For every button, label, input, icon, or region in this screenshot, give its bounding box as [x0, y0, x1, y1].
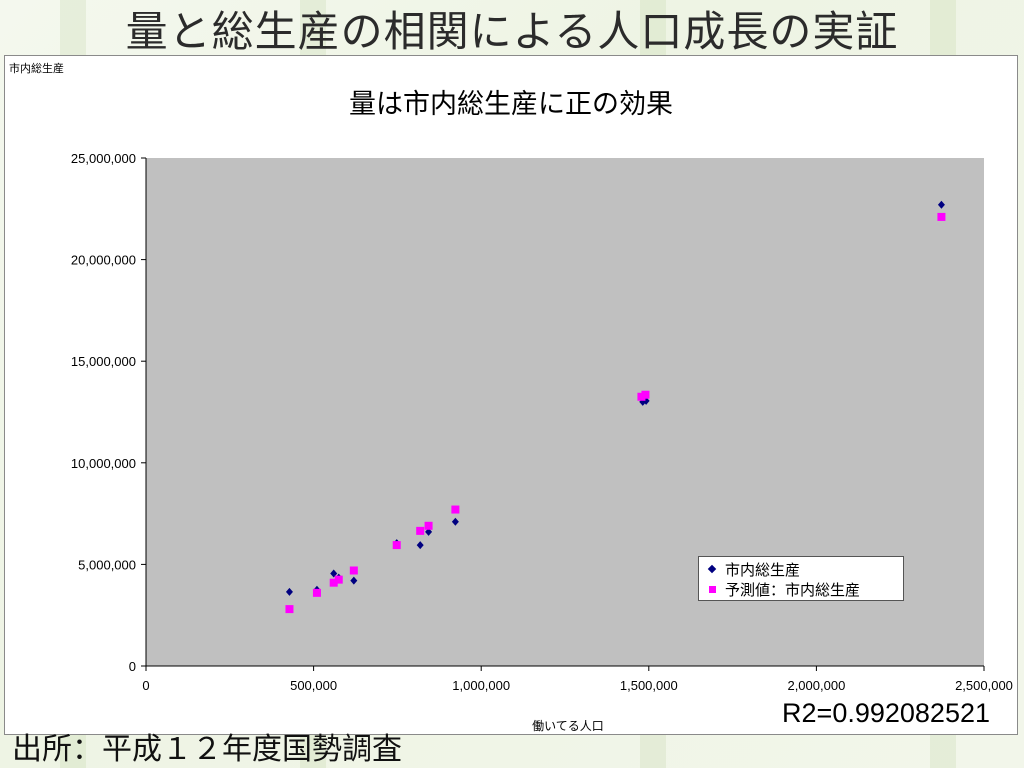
y-tick-label: 20,000,000 [71, 253, 136, 268]
scatter-chart: 0 500,000 1,000,000 1,500,000 2,000,000 2,500… [71, 151, 1013, 733]
legend-item: 市内総生産 [705, 559, 897, 579]
x-tick-label: 1,000,000 [452, 678, 510, 693]
square-marker-icon [705, 585, 719, 593]
data-point-diamond [425, 527, 433, 536]
diamond-marker-icon [705, 564, 719, 574]
chart-legend: 市内総生産 予測値：市内総生産 [698, 556, 904, 601]
legend-label: 市内総生産 [725, 560, 801, 579]
data-point-square [416, 526, 425, 535]
slide-title: 量と総生産の相関による人口成長の実証 [125, 7, 899, 56]
y-tick-label: 15,000,000 [71, 354, 136, 369]
x-tick-label: 2,500,000 [955, 678, 1013, 693]
x-tick-label: 500,000 [290, 678, 337, 693]
data-point-square [285, 605, 294, 614]
data-point-square [937, 212, 946, 221]
data-point-square [424, 521, 433, 530]
y-tick-label: 5,000,000 [78, 557, 136, 572]
data-point-square [334, 575, 343, 584]
y-tick-label: 25,000,000 [71, 151, 136, 166]
x-axis-label: 働いてる人口 [532, 719, 604, 733]
r-squared-value: R2=0.992082521 [782, 698, 990, 728]
data-point-diamond [285, 587, 293, 596]
x-tick-label: 2,000,000 [787, 678, 845, 693]
y-tick-label: 0 [129, 659, 136, 674]
data-point-square [641, 390, 650, 399]
legend-item: 予測値：市内総生産 [705, 579, 897, 599]
data-point-diamond [451, 517, 459, 526]
data-point-square [392, 541, 401, 550]
chart-title: 量は市内総生産に正の効果 [349, 89, 673, 120]
legend-label: 予測値：市内総生産 [725, 580, 861, 599]
data-point-square [312, 588, 321, 597]
data-point-square [349, 566, 358, 575]
y-tick-label: 10,000,000 [71, 456, 136, 471]
x-tick-label: 1,500,000 [620, 678, 678, 693]
source-note: 出所：平成１２年度国勢調査 [12, 732, 402, 767]
data-point-diamond [937, 200, 945, 209]
data-point-square [451, 505, 460, 514]
data-point-diamond [350, 576, 358, 585]
data-point-square [329, 578, 338, 587]
data-point-diamond [330, 569, 338, 578]
data-point-diamond [416, 541, 424, 550]
y-axis-label: 市内総生産 [9, 62, 64, 75]
x-tick-label: 0 [142, 678, 149, 693]
data-point-square [637, 392, 646, 401]
